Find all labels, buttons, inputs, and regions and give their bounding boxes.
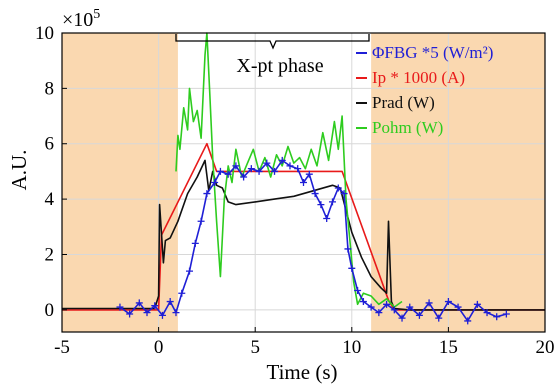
series-point-0-18 [247,165,255,173]
x-tick-label-0: -5 [54,337,70,358]
series-point-0-6 [166,298,174,306]
series-point-0-19 [255,167,263,175]
y-tick-label-4: 8 [45,78,55,99]
y-tick-label-1: 2 [45,244,55,265]
series-point-0-38 [375,309,383,317]
series-point-0-14 [216,167,224,175]
series-point-0-5 [158,311,166,319]
series-point-0-36 [359,298,367,306]
series-point-0-1 [126,310,134,318]
series-point-0-52 [502,310,510,318]
series-point-0-43 [415,311,423,319]
series-point-0-26 [305,170,313,178]
series-point-0-0 [116,303,124,311]
x-tick-label-2: 5 [250,337,260,358]
series-point-0-40 [390,306,398,314]
series-point-0-20 [263,159,271,167]
series-point-0-45 [435,314,443,322]
series-line-2 [62,159,545,311]
series-point-0-27 [311,190,319,198]
plot-frame [61,32,546,333]
series-point-0-47 [454,303,462,311]
series-point-0-21 [271,167,279,175]
series-point-0-28 [317,201,325,209]
series-point-0-4 [151,302,159,310]
series-point-0-22 [278,156,286,164]
series-point-0-8 [178,289,186,297]
y-tick-label-2: 4 [45,189,55,210]
series-point-0-51 [493,313,501,321]
series-point-0-39 [383,300,391,308]
y-axis-label: A.U. [7,150,31,191]
legend-entry-phi-fbg: ΦFBG *5 (W/m²) [356,43,493,62]
series-point-0-12 [203,190,211,198]
series-point-0-17 [240,173,248,181]
y-tick-label-5: 10 [35,23,54,44]
series-point-0-30 [328,198,336,206]
series-point-0-50 [483,309,491,317]
series-point-0-7 [172,309,180,317]
x-tick-label-5: 20 [536,337,555,358]
series-point-0-46 [444,298,452,306]
legend-entry-prad: Prad (W) [356,93,435,112]
legend-label-pohm: Pohm (W) [372,118,443,137]
series-point-0-29 [323,214,331,222]
series-point-0-42 [406,303,414,311]
shaded-region-1 [371,33,545,332]
series-point-0-11 [197,217,205,225]
series-point-0-2 [135,299,143,307]
y-multiplier-label: ×105 [62,7,100,31]
series-line-3 [175,32,403,308]
series-point-0-10 [191,239,199,247]
series-point-0-32 [340,190,348,198]
x-pt-phase-label: X-pt phase [236,55,323,77]
series-line-1 [62,142,545,311]
series-point-0-16 [232,162,240,170]
x-pt-phase-bracket [175,34,370,50]
series-point-0-23 [286,162,294,170]
series-point-0-49 [473,300,481,308]
series-point-0-24 [294,165,302,173]
series-point-0-15 [224,170,232,178]
series-point-0-25 [300,179,307,186]
legend: ΦFBG *5 (W/m²) Ip * 1000 (A) Prad (W) Po… [356,43,493,137]
legend-entry-ip: Ip * 1000 (A) [356,68,465,87]
series-point-0-48 [464,317,472,325]
y-tick-label-0: 0 [45,300,55,321]
legend-label-phi-fbg: ΦFBG *5 (W/m²) [372,43,493,62]
shaded-region-0 [62,33,178,332]
legend-label-ip: Ip * 1000 (A) [372,68,465,87]
legend-label-prad: Prad (W) [372,93,435,112]
legend-entry-pohm: Pohm (W) [356,118,443,137]
series-point-0-34 [348,264,356,272]
x-axis-label: Time (s) [267,360,338,384]
x-tick-label-1: 0 [154,337,164,358]
series-point-0-33 [344,245,352,253]
x-tick-label-3: 10 [342,337,361,358]
y-tick-label-3: 6 [45,134,55,155]
series-point-0-41 [398,314,406,322]
series-point-0-31 [334,184,342,192]
x-tick-label-4: 15 [439,337,458,358]
series-point-0-3 [143,309,151,317]
series-point-0-37 [367,303,375,311]
series-point-0-35 [354,286,362,294]
series-point-0-9 [186,267,194,275]
series-point-0-13 [211,179,219,186]
series-point-0-44 [425,299,433,307]
